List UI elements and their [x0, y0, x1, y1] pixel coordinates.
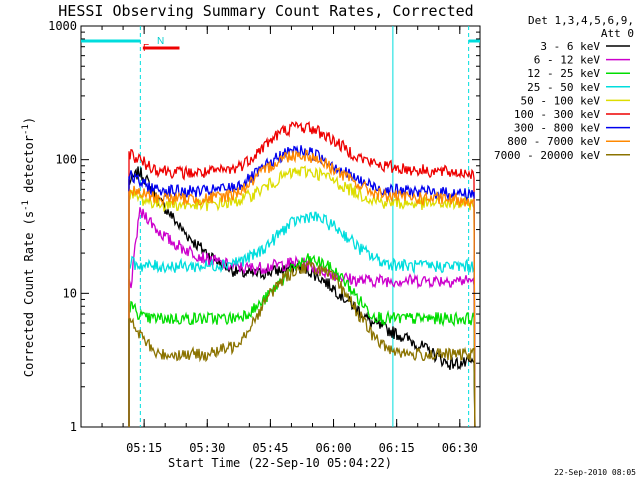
- night-flag-bars: [81, 26, 480, 427]
- series-layer: [128, 120, 476, 428]
- legend-label-1: 6 - 12 keV: [534, 54, 601, 67]
- x-tick-label-0: 05:15: [126, 441, 162, 455]
- legend-header-line1: Det 1,3,4,5,6,9,: [528, 14, 634, 27]
- legend-label-3: 25 - 50 keV: [527, 81, 600, 94]
- x-tick-label-3: 06:00: [315, 441, 351, 455]
- x-tick-label-1: 05:30: [189, 441, 225, 455]
- plot-frame: [80, 25, 481, 428]
- x-tick-label-4: 06:15: [379, 441, 415, 455]
- plot-axes: [80, 25, 481, 428]
- y-tick-label-0: 1: [70, 420, 77, 434]
- legend-label-8: 7000 - 20000 keV: [494, 149, 600, 162]
- y-tick-label-2: 100: [55, 153, 77, 167]
- legend-label-2: 12 - 25 keV: [527, 67, 600, 80]
- fast-rate-flag-label: F: [143, 43, 149, 54]
- axis-ticks: 05:15 05:30 05:45 06:00 06:15 06:30 1 10 100 1000: [48, 19, 480, 455]
- night-flag-label: N: [157, 36, 164, 47]
- legend-label-0: 3 - 6 keV: [540, 40, 600, 53]
- series-line-6: [128, 145, 476, 428]
- series-line-2: [128, 253, 476, 428]
- legend-label-5: 100 - 300 keV: [514, 108, 600, 121]
- series-line-3: [128, 211, 476, 428]
- legend-label-7: 800 - 7000 keV: [507, 135, 600, 148]
- series-line-7: [128, 149, 476, 428]
- chart-title: HESSI Observing Summary Count Rates, Cor…: [58, 2, 473, 20]
- legend-label-6: 300 - 800 keV: [514, 122, 600, 135]
- y-axis-label: Corrected Count Rate (s-1 detector-1): [21, 117, 36, 377]
- x-axis-label: Start Time (22-Sep-10 05:04:22): [168, 456, 392, 470]
- y-tick-label-3: 1000: [48, 19, 77, 33]
- x-tick-label-2: 05:45: [252, 441, 288, 455]
- series-line-8: [128, 258, 476, 428]
- x-tick-label-5: 06:30: [442, 441, 478, 455]
- y-tick-label-1: 10: [63, 286, 77, 300]
- legend-header-line2: Att 0: [601, 27, 634, 40]
- series-line-5: [128, 120, 476, 428]
- series-line-4: [128, 165, 476, 428]
- date-stamp: 22-Sep-2010 08:05: [554, 468, 636, 477]
- legend-label-4: 50 - 100 keV: [521, 94, 601, 107]
